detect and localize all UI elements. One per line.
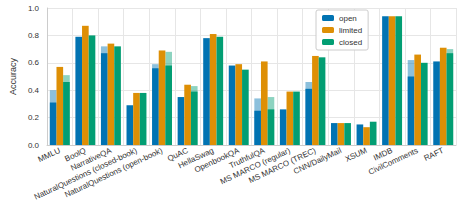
- svg-text:MMLU: MMLU: [37, 146, 62, 164]
- svg-text:QuAC: QuAC: [166, 145, 190, 164]
- svg-text:BoolQ: BoolQ: [63, 145, 88, 164]
- svg-text:CNN/DailyMail: CNN/DailyMail: [292, 146, 343, 176]
- svg-text:CivilComments: CivilComments: [367, 146, 419, 177]
- svg-text:NarrativeQA: NarrativeQA: [69, 145, 113, 173]
- svg-text:open: open: [339, 14, 357, 23]
- svg-text:NaturalQuestions (closed-book): NaturalQuestions (closed-book): [33, 146, 139, 202]
- svg-text:IMDB: IMDB: [372, 145, 394, 163]
- svg-text:0.2: 0.2: [28, 113, 40, 122]
- svg-text:0.8: 0.8: [28, 31, 40, 40]
- svg-text:0.0: 0.0: [28, 141, 40, 150]
- svg-text:0.4: 0.4: [28, 86, 40, 95]
- svg-text:HellaSwag: HellaSwag: [176, 145, 216, 171]
- svg-text:closed: closed: [339, 38, 362, 47]
- svg-text:XSUM: XSUM: [344, 146, 369, 164]
- svg-text:Accuracy: Accuracy: [8, 57, 18, 95]
- svg-text:limited: limited: [339, 26, 362, 35]
- svg-text:0.6: 0.6: [28, 58, 40, 67]
- svg-text:NaturalQuestions (open-book): NaturalQuestions (open-book): [63, 146, 164, 200]
- svg-text:TruthfulQA: TruthfulQA: [227, 145, 267, 171]
- svg-text:MS MARCO (TREC): MS MARCO (TREC): [247, 145, 318, 185]
- svg-text:OpenbookQA: OpenbookQA: [193, 145, 241, 175]
- svg-text:1.0: 1.0: [28, 4, 40, 13]
- svg-text:RAFT: RAFT: [422, 146, 445, 163]
- svg-text:MS MARCO (regular): MS MARCO (regular): [218, 145, 292, 187]
